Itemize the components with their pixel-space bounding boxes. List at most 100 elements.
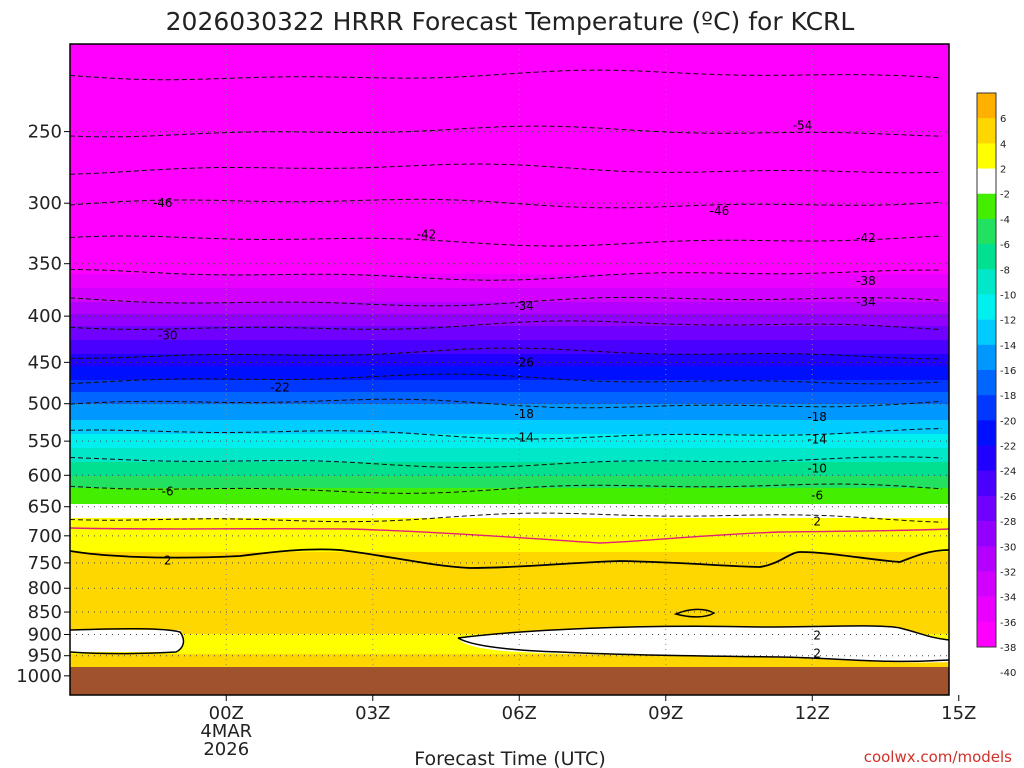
temperature-band [70,274,949,277]
colorbar-segment [977,244,996,270]
y-tick-label: 650 [28,497,62,518]
temperature-band [70,206,949,209]
y-tick-label: 250 [28,122,62,143]
temperature-band [70,508,949,511]
temperature-band [70,150,949,153]
temperature-band [70,572,949,575]
x-tick-year: 2026 [203,739,249,760]
temperature-band [70,512,949,515]
credit-text: coolwx.com/models [864,748,1012,766]
temperature-band [70,252,949,255]
temperature-band [70,332,949,335]
contour-label: -54 [793,118,813,132]
temperature-band [70,582,949,585]
temperature-band [70,496,949,499]
temperature-band [70,472,949,475]
temperature-band [70,82,949,85]
temperature-band [70,350,949,353]
temperature-band [70,144,949,147]
temperature-band [70,116,949,119]
y-tick-label: 700 [28,526,62,547]
temperature-band [70,494,949,497]
temperature-band [70,214,949,217]
x-tick-label: 00Z [209,703,244,724]
temperature-band [70,114,949,117]
temperature-band [70,240,949,243]
temperature-band [70,118,949,121]
temperature-band [70,444,949,447]
temperature-band [70,170,949,173]
temperature-band [70,302,949,305]
colorbar-segment [977,445,996,472]
y-tick-label: 750 [28,553,62,574]
temperature-band [70,198,949,201]
temperature-band [70,298,949,301]
colorbar-segment [977,621,996,648]
temperature-band [70,570,949,573]
dashed-isotherm [70,268,943,281]
temperature-band [70,156,949,159]
temperature-band [70,188,949,191]
colorbar-label: -10 [1000,290,1016,301]
contour-label: -14 [514,431,534,445]
temperature-band [70,568,949,571]
temperature-band [70,380,949,383]
cool-pocket-left [70,630,184,652]
temperature-band [70,442,949,445]
temperature-band [70,184,949,187]
temperature-band [70,328,949,331]
temperature-band [70,58,949,61]
temperature-band [70,112,949,115]
temperature-band [70,504,949,507]
temperature-band [70,300,949,303]
temperature-band [70,326,949,329]
temperature-band [70,48,949,51]
temperature-band [70,456,949,459]
colorbar-label: -12 [1000,316,1016,327]
temperature-band [70,270,949,273]
temperature-band [70,208,949,211]
temperature-band [70,72,949,75]
y-tick-label: 600 [28,465,62,486]
temperature-band [70,524,949,527]
contour-2-lower [457,625,949,641]
dashed-isotherm [70,512,943,523]
temperature-band [70,110,949,113]
temperature-band [70,428,949,431]
contour-label: -26 [514,355,534,369]
dashed-isotherm [70,428,943,440]
dashed-isotherm [70,235,943,247]
temperature-band [70,124,949,127]
temperature-band [70,330,949,333]
temperature-band [70,516,949,519]
contour-label: -18 [514,407,534,421]
chart-title: 2026030322 HRRR Forecast Temperature (ºC… [166,7,855,36]
temperature-band [70,318,949,321]
temperature-band [70,374,949,377]
temperature-band [70,180,949,183]
temperature-band [70,216,949,219]
y-tick-label: 850 [28,602,62,623]
colorbar: 6 4 2 -2 -4 -6 -8 -10 -12 -14 -16 -18 -20 -22 -24 -26 -2… [976,92,1016,679]
temperature-band [70,68,949,71]
terrain-ground [70,667,949,695]
contour-label: -6 [162,484,174,498]
temperature-band [70,658,949,661]
dashed-isotherm [70,483,943,494]
temperature-band [70,392,949,395]
temperature-band [70,314,949,317]
contour-label: 2 [813,647,821,661]
contour-label: -10 [807,462,827,476]
temperature-band [70,488,949,491]
temperature-band [70,424,949,427]
temperature-band [70,334,949,337]
y-tick-label: 550 [28,431,62,452]
dashed-isotherm [70,347,942,360]
temperature-band [70,286,949,289]
temperature-band [70,202,949,205]
temperature-band [70,60,949,63]
colorbar-label: -40 [1000,668,1016,679]
colorbar-label: -38 [1000,643,1016,654]
temperature-band [70,384,949,387]
temperature-band [70,388,949,391]
